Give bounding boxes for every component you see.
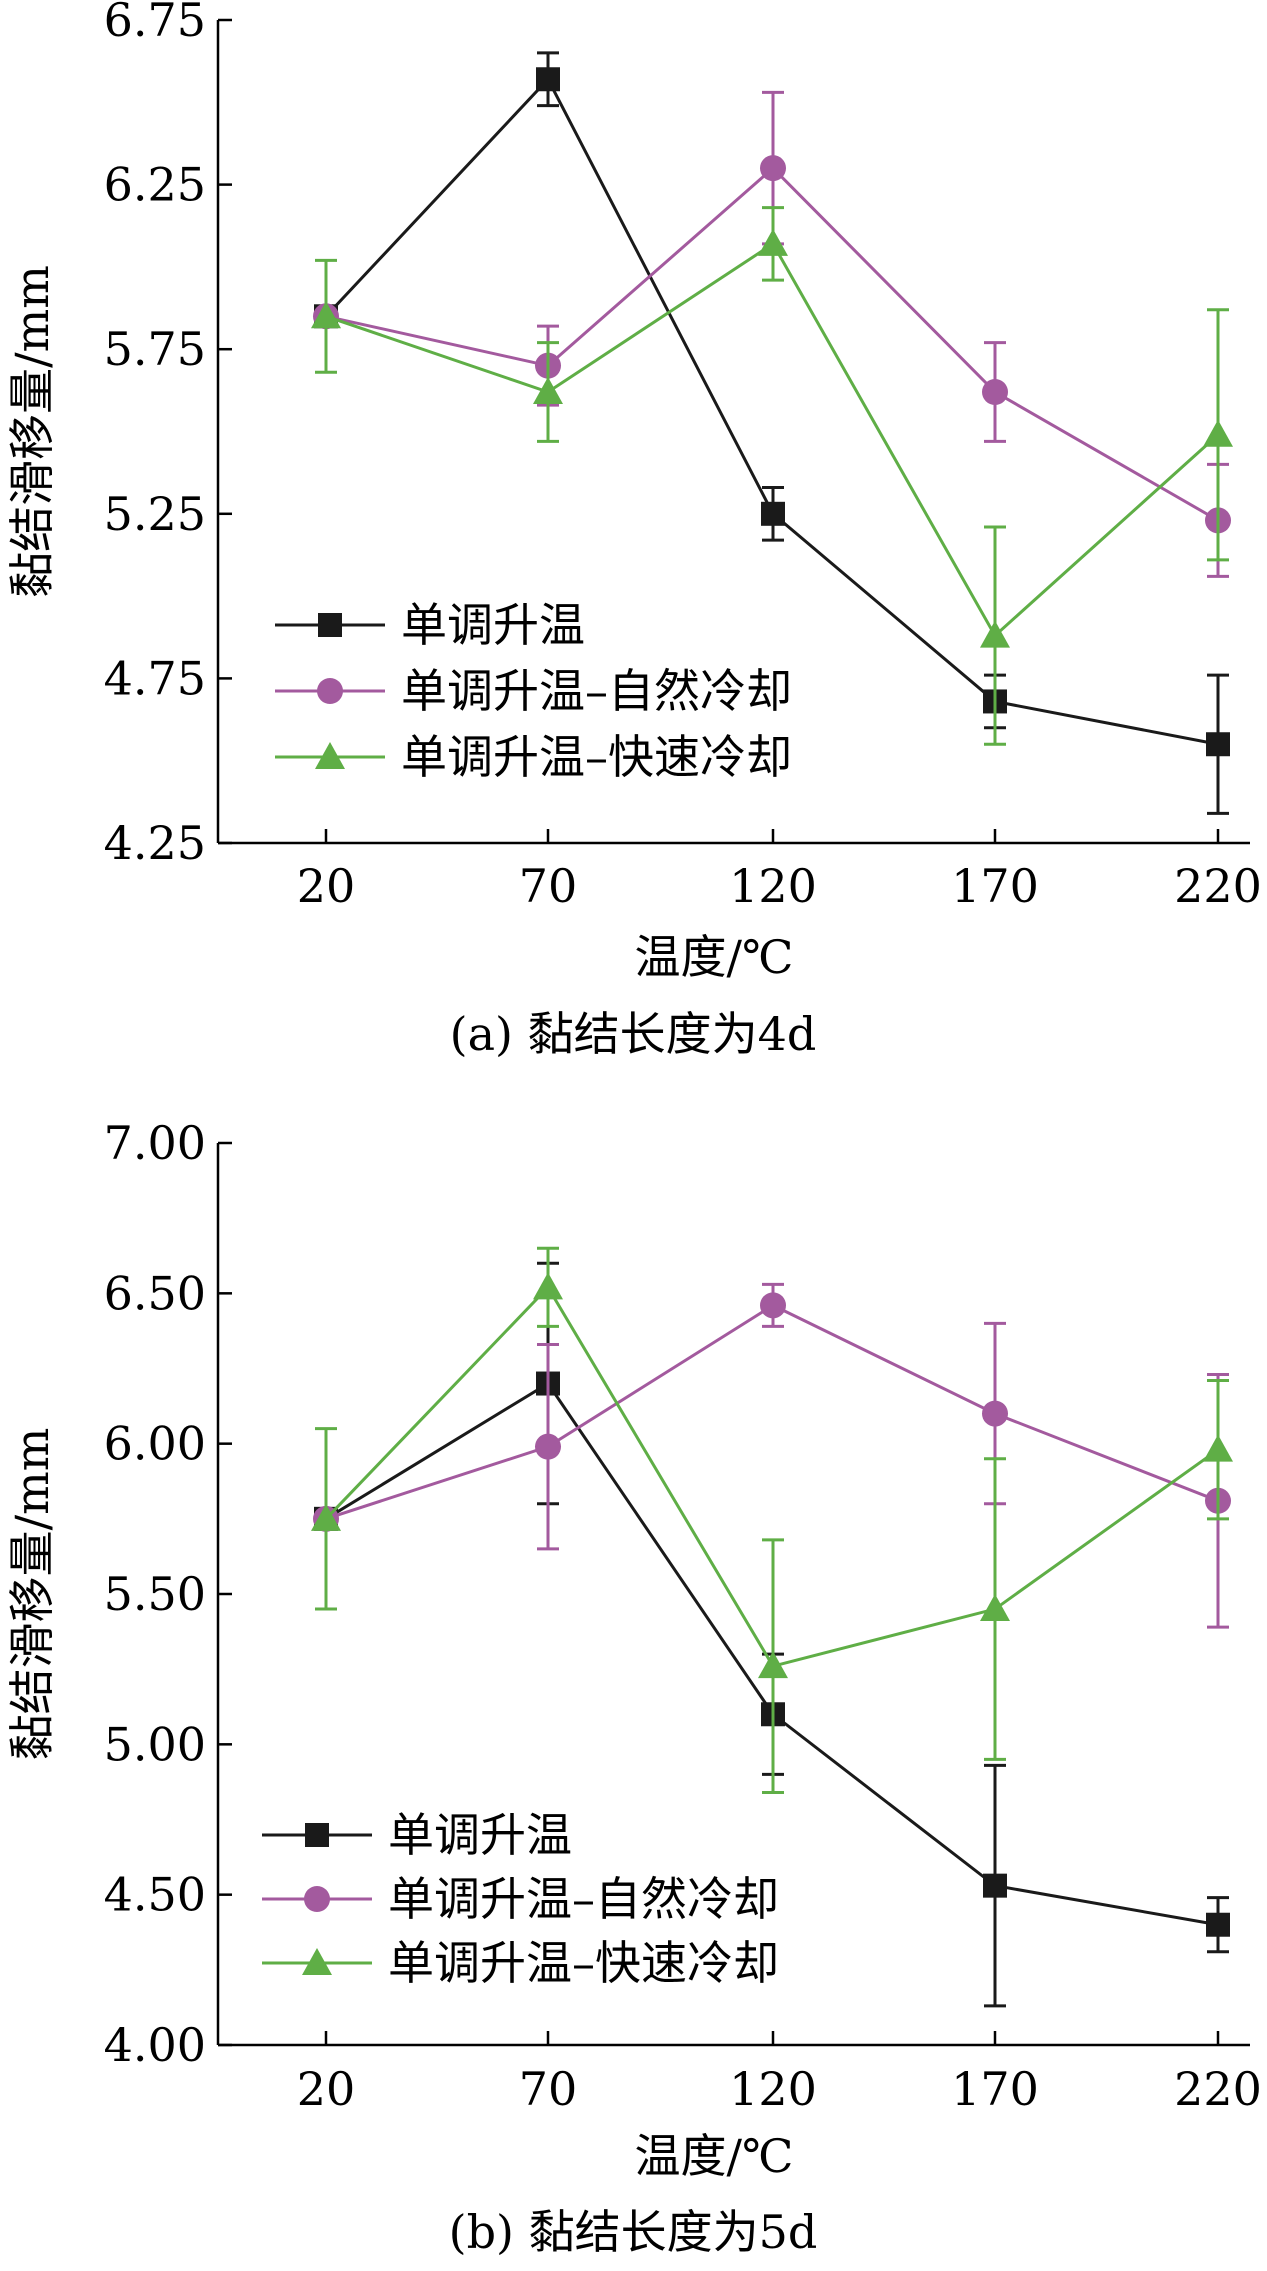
y-tick-label: 6.75 xyxy=(104,0,206,47)
data-point xyxy=(760,1292,786,1319)
y-tick-label: 5.50 xyxy=(104,1567,206,1621)
y-tick-label: 7.00 xyxy=(104,1116,206,1170)
data-point xyxy=(536,67,560,92)
x-tick-label: 170 xyxy=(951,2062,1039,2116)
y-tick-label: 4.50 xyxy=(104,1868,206,1922)
data-point xyxy=(760,155,786,182)
data-point xyxy=(1206,1912,1230,1937)
x-tick-label: 20 xyxy=(297,859,356,913)
data-point xyxy=(758,228,788,256)
legend-item: 单调升温–快速冷却 xyxy=(275,730,792,784)
y-tick-label: 5.25 xyxy=(104,487,206,541)
legend-label: 单调升温–自然冷却 xyxy=(388,1872,779,1926)
series-2 xyxy=(311,1246,1233,1794)
x-tick-label: 220 xyxy=(1174,859,1262,913)
x-tick-label: 70 xyxy=(519,859,578,913)
x-tick-label: 170 xyxy=(951,859,1039,913)
data-point xyxy=(1203,1434,1233,1462)
y-tick-label: 6.50 xyxy=(104,1266,206,1320)
data-point xyxy=(761,501,785,526)
y-tick-label: 6.00 xyxy=(104,1417,206,1471)
data-point xyxy=(980,1594,1010,1622)
y-axis-title: 黏结滑移量/mm xyxy=(5,1428,59,1761)
legend-marker xyxy=(304,1886,330,1912)
panel-caption: (b) 黏结长度为5d xyxy=(449,2205,818,2259)
legend-marker xyxy=(302,1948,332,1975)
legend-marker xyxy=(305,1823,329,1847)
data-point xyxy=(311,301,341,329)
x-tick-label: 20 xyxy=(297,2062,356,2116)
chart-panel-a: 4.25 4.75 5.25 5.75 6.25 6.75 20 70 120 170 220 温度/… xyxy=(5,0,1262,1061)
data-point xyxy=(535,1433,561,1460)
x-axis-title: 温度/℃ xyxy=(635,930,794,984)
x-axis-title: 温度/℃ xyxy=(635,2129,794,2183)
data-point xyxy=(533,1272,563,1300)
data-point xyxy=(1203,419,1233,447)
data-point xyxy=(1206,732,1230,757)
legend-item: 单调升温–自然冷却 xyxy=(275,664,792,718)
data-point xyxy=(983,1873,1007,1898)
legend-item: 单调升温–自然冷却 xyxy=(262,1872,779,1926)
y-tick-label: 6.25 xyxy=(104,158,206,212)
series-2 xyxy=(311,206,1233,746)
legend-label: 单调升温 xyxy=(401,598,585,652)
x-tick-label: 70 xyxy=(519,2062,578,2116)
series-line xyxy=(325,1303,1219,1521)
series-line xyxy=(325,241,1220,638)
x-tick-label: 120 xyxy=(729,2062,817,2116)
data-point xyxy=(982,378,1008,405)
legend-label: 单调升温 xyxy=(388,1808,572,1862)
y-tick-label: 5.00 xyxy=(104,1717,206,1771)
x-tick-label: 120 xyxy=(729,859,817,913)
data-point xyxy=(758,1651,788,1679)
data-point xyxy=(982,1400,1008,1427)
y-tick-label: 4.25 xyxy=(104,816,206,870)
y-tick-label: 5.75 xyxy=(104,322,206,376)
legend-marker xyxy=(317,678,343,704)
data-point xyxy=(311,1503,341,1531)
data-point xyxy=(980,620,1010,648)
y-tick-label: 4.75 xyxy=(104,651,206,705)
data-point xyxy=(533,376,563,404)
y-axis-title: 黏结滑移量/mm xyxy=(5,265,59,598)
panel-caption: (a) 黏结长度为4d xyxy=(450,1007,817,1061)
legend-item: 单调升温–快速冷却 xyxy=(262,1936,779,1990)
chart-panel-b: 4.00 4.50 5.00 5.50 6.00 6.50 7.00 20 70 120 170 22… xyxy=(5,1116,1262,2259)
y-tick-label: 4.00 xyxy=(104,2018,206,2072)
legend-item: 单调升温 xyxy=(275,598,585,652)
x-tick-label: 220 xyxy=(1174,2062,1262,2116)
legend-marker xyxy=(318,613,342,637)
legend-label: 单调升温–快速冷却 xyxy=(401,730,792,784)
legend-marker xyxy=(315,742,345,769)
legend-item: 单调升温 xyxy=(262,1808,572,1862)
legend-label: 单调升温–快速冷却 xyxy=(388,1936,779,1990)
legend-label: 单调升温–自然冷却 xyxy=(401,664,792,718)
